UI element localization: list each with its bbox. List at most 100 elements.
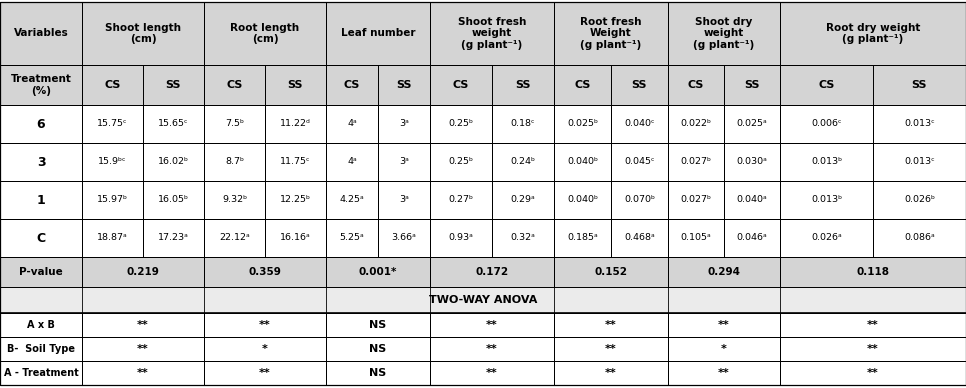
Bar <box>554 143 611 181</box>
Bar <box>143 65 204 105</box>
Bar <box>265 219 326 257</box>
Bar <box>204 337 326 361</box>
Text: 0.006ᶜ: 0.006ᶜ <box>811 120 841 128</box>
Text: NS: NS <box>369 320 386 330</box>
Text: 0.026ᵃ: 0.026ᵃ <box>811 234 842 242</box>
Text: 0.359: 0.359 <box>248 267 281 277</box>
Text: 4.25ᵃ: 4.25ᵃ <box>340 196 364 204</box>
Text: *: * <box>721 344 727 354</box>
Text: Leaf number: Leaf number <box>341 28 415 38</box>
Bar <box>780 313 966 337</box>
Bar <box>554 219 611 257</box>
Text: **: ** <box>605 320 617 330</box>
Text: 0.32ᵃ: 0.32ᵃ <box>511 234 535 242</box>
Text: 0.172: 0.172 <box>475 267 508 277</box>
Text: 16.05ᵇ: 16.05ᵇ <box>158 196 189 204</box>
Text: CS: CS <box>344 80 360 90</box>
Bar <box>0 361 82 385</box>
Bar <box>0 287 966 313</box>
Bar <box>143 105 204 143</box>
Bar <box>265 65 326 105</box>
Text: A x B: A x B <box>27 320 55 330</box>
Text: SS: SS <box>166 80 182 90</box>
Bar <box>82 181 143 219</box>
Bar <box>0 219 82 257</box>
Text: 22.12ᵃ: 22.12ᵃ <box>219 234 250 242</box>
Bar <box>554 361 668 385</box>
Bar <box>780 2 966 65</box>
Bar <box>668 105 724 143</box>
Text: 0.27ᵇ: 0.27ᵇ <box>448 196 473 204</box>
Text: 0.013ᵇ: 0.013ᵇ <box>810 196 842 204</box>
Text: 11.75ᶜ: 11.75ᶜ <box>280 158 311 166</box>
Text: SS: SS <box>744 80 759 90</box>
Text: 0.086ᵃ: 0.086ᵃ <box>904 234 935 242</box>
Text: NS: NS <box>369 344 386 354</box>
Text: Root length
(cm): Root length (cm) <box>231 23 299 44</box>
Bar <box>554 2 668 65</box>
Bar <box>265 105 326 143</box>
Bar <box>492 219 554 257</box>
Bar <box>873 219 966 257</box>
Bar <box>204 181 265 219</box>
Text: 15.65ᶜ: 15.65ᶜ <box>158 120 188 128</box>
Text: 18.87ᵃ: 18.87ᵃ <box>98 234 128 242</box>
Text: 4ᵃ: 4ᵃ <box>347 158 356 166</box>
Text: 0.294: 0.294 <box>707 267 741 277</box>
Text: 0.022ᵇ: 0.022ᵇ <box>680 120 712 128</box>
Text: 0.030ᵃ: 0.030ᵃ <box>736 158 767 166</box>
Text: Variables: Variables <box>14 28 69 38</box>
Bar <box>326 313 430 337</box>
Text: Shoot fresh
weight
(g plant⁻¹): Shoot fresh weight (g plant⁻¹) <box>458 17 526 50</box>
Text: 0.040ᵃ: 0.040ᵃ <box>737 196 767 204</box>
Bar <box>668 181 724 219</box>
Bar <box>430 65 492 105</box>
Bar <box>873 65 966 105</box>
Bar <box>554 337 668 361</box>
Bar <box>82 65 143 105</box>
Bar <box>554 65 611 105</box>
Bar <box>378 143 430 181</box>
Bar <box>668 257 780 287</box>
Bar <box>0 65 82 105</box>
Text: 0.185ᵃ: 0.185ᵃ <box>567 234 598 242</box>
Text: 0.25ᵇ: 0.25ᵇ <box>448 120 473 128</box>
Bar <box>82 361 204 385</box>
Bar <box>143 181 204 219</box>
Bar <box>492 181 554 219</box>
Bar <box>326 219 378 257</box>
Bar <box>143 143 204 181</box>
Bar <box>724 65 780 105</box>
Text: 15.75ᶜ: 15.75ᶜ <box>98 120 128 128</box>
Text: B-  Soil Type: B- Soil Type <box>7 344 75 354</box>
Text: SS: SS <box>632 80 647 90</box>
Text: 0.105ᵃ: 0.105ᵃ <box>681 234 711 242</box>
Text: 15.9ᵇᶜ: 15.9ᵇᶜ <box>99 158 127 166</box>
Bar <box>0 143 82 181</box>
Text: NS: NS <box>369 368 386 378</box>
Text: **: ** <box>718 320 730 330</box>
Bar <box>378 105 430 143</box>
Text: SS: SS <box>288 80 303 90</box>
Bar <box>873 143 966 181</box>
Text: 0.025ᵇ: 0.025ᵇ <box>567 120 598 128</box>
Text: Shoot dry
weight
(g plant⁻¹): Shoot dry weight (g plant⁻¹) <box>694 17 754 50</box>
Text: 12.25ᵇ: 12.25ᵇ <box>280 196 311 204</box>
Text: SS: SS <box>912 80 927 90</box>
Bar <box>82 143 143 181</box>
Bar <box>326 257 430 287</box>
Bar <box>724 105 780 143</box>
Text: **: ** <box>259 368 270 378</box>
Bar <box>780 337 966 361</box>
Bar <box>554 181 611 219</box>
Bar <box>668 361 780 385</box>
Text: 0.040ᵇ: 0.040ᵇ <box>567 158 598 166</box>
Bar <box>82 2 204 65</box>
Bar <box>430 361 554 385</box>
Bar <box>611 65 668 105</box>
Bar <box>0 257 82 287</box>
Text: 4ᵃ: 4ᵃ <box>347 120 356 128</box>
Bar <box>326 143 378 181</box>
Text: 0.18ᶜ: 0.18ᶜ <box>511 120 535 128</box>
Bar <box>326 65 378 105</box>
